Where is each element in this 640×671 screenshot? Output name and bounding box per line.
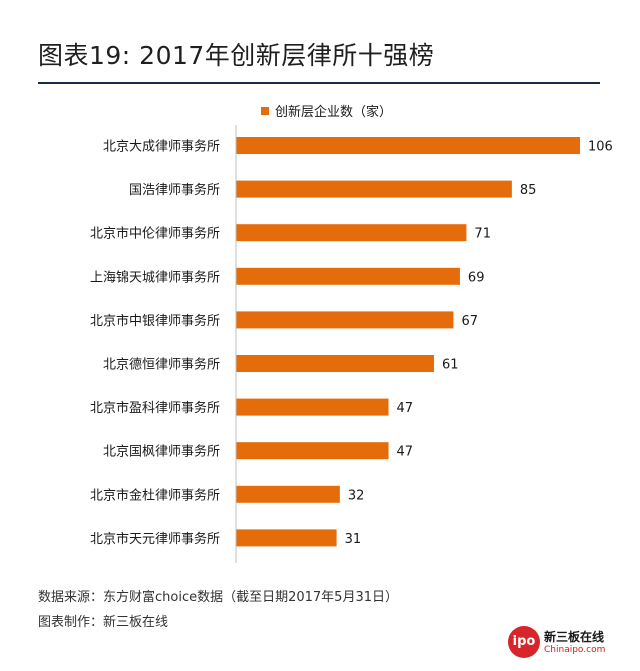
bar [236,485,340,503]
value-label: 71 [474,227,491,242]
category-label: 北京市盈科律师事务所 [90,400,220,416]
page-title: 图表19: 2017年创新层律所十强榜 [38,41,435,70]
value-label: 67 [461,314,478,329]
bar [236,529,337,547]
bar [236,398,389,416]
category-label: 北京市天元律师事务所 [90,531,220,547]
value-label: 47 [397,445,414,460]
value-label: 47 [397,401,414,416]
brand-logo: ipo 新三板在线 Chinaipo.com [508,624,608,660]
bar [236,180,512,198]
legend-swatch [261,107,269,115]
bar [236,224,467,242]
category-label: 北京大成律师事务所 [103,139,220,155]
bar [236,137,581,154]
value-label: 85 [520,183,537,198]
value-label: 61 [442,358,459,373]
bar [236,267,460,285]
logo-badge: ipo [508,626,540,658]
logo-name: 新三板在线 [544,630,605,644]
maker-note: 图表制作：新三板在线 [38,615,169,630]
title-divider [38,82,600,84]
bar [236,311,454,329]
value-label: 32 [348,488,365,503]
legend-label: 创新层企业数（家） [275,104,392,120]
value-label: 106 [588,140,613,155]
category-label: 上海锦天城律师事务所 [90,269,220,285]
legend: 创新层企业数（家） [261,104,392,120]
category-label: 国浩律师事务所 [129,182,220,198]
category-label: 北京市中伦律师事务所 [90,226,220,242]
value-label: 69 [468,270,485,285]
logo-url: Chinaipo.com [544,645,606,655]
category-label: 北京国枫律师事务所 [103,444,220,460]
bars-group: 北京大成律师事务所 106 国浩律师事务所 85 北京市中伦律师事务所 71 上海锦天城律师… [90,137,613,547]
category-label: 北京德恒律师事务所 [103,357,220,373]
bar [236,442,389,460]
source-note: 数据来源：东方财富choice数据（截至日期2017年5月31日） [38,590,398,605]
bar [236,355,434,372]
category-label: 北京市中银律师事务所 [90,313,220,329]
category-label: 北京市金杜律师事务所 [90,487,220,503]
value-label: 31 [345,532,362,547]
